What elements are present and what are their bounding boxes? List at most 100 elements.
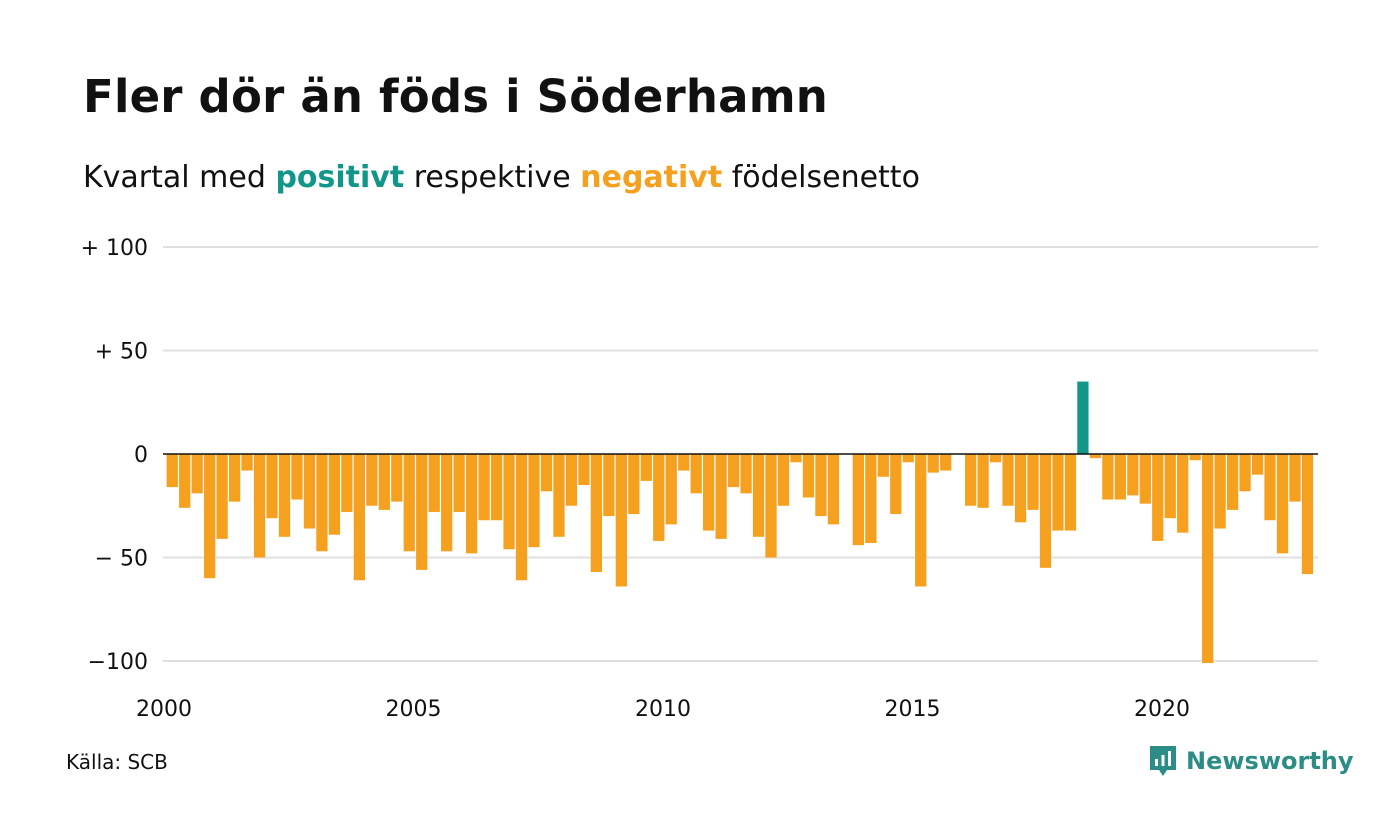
bar-negative (316, 454, 328, 552)
bar-negative (603, 454, 615, 517)
bar-negative (678, 454, 690, 471)
bar-negative (715, 454, 727, 539)
bar-negative (1214, 454, 1226, 529)
x-tick-label: 2010 (635, 697, 691, 722)
bar-negative (790, 454, 802, 463)
bar-negative (777, 454, 790, 506)
bar-negative (204, 454, 216, 579)
source-note: Källa: SCB (66, 750, 168, 774)
bar-negative (216, 454, 228, 539)
bar-negative (1039, 454, 1052, 568)
bar-negative (466, 454, 478, 554)
bar-negative (665, 454, 677, 525)
bar-negative (1264, 454, 1276, 521)
bar-negative (989, 454, 1002, 463)
bar-negative (915, 454, 927, 587)
subtitle-prefix: Kvartal med (83, 160, 266, 195)
bar-negative (228, 454, 241, 502)
y-tick-label: + 50 (95, 340, 148, 365)
bar-negative (565, 454, 578, 506)
bar-negative (515, 454, 528, 581)
bar-negative (940, 454, 952, 471)
bar-negative (1152, 454, 1164, 541)
bar-negative (441, 454, 453, 552)
bar-negative (877, 454, 889, 477)
bar-negative (353, 454, 365, 581)
x-tick-label: 2005 (386, 697, 442, 722)
bar-negative (703, 454, 715, 531)
bar-negative (865, 454, 877, 544)
bar-negative (478, 454, 490, 521)
bar-negative (490, 454, 503, 521)
bar-negative (977, 454, 989, 508)
bar-negative (378, 454, 390, 510)
bar-negative (727, 454, 740, 488)
bar-negative (1301, 454, 1314, 575)
bar-negative (827, 454, 840, 525)
chart-title: Fler dör än föds i Söderhamn (83, 70, 829, 123)
bar-negative (1014, 454, 1027, 523)
newsworthy-logo-icon (1150, 746, 1176, 776)
bar-negative (765, 454, 777, 558)
subtitle-suffix: födelsenetto (731, 160, 920, 195)
bar-negative (303, 454, 316, 529)
bar-negative (1251, 454, 1264, 475)
bar-negative (403, 454, 415, 552)
bar-negative (802, 454, 815, 498)
bar-negative (1226, 454, 1239, 510)
bars (166, 381, 1314, 664)
y-tick-label: −100 (88, 650, 148, 675)
bar-negative (852, 454, 864, 546)
bar-negative (366, 454, 378, 506)
bar-negative (253, 454, 266, 558)
bar-negative (1127, 454, 1139, 496)
x-axis-ticks: 2000 2005 2010 2015 2020 (136, 697, 1190, 722)
y-axis-ticks: + 100 + 50 0 − 50 −100 (81, 236, 1318, 675)
bar-negative (1114, 454, 1126, 500)
bar-negative (1189, 454, 1201, 461)
bar-negative (740, 454, 752, 494)
bar-negative (578, 454, 590, 486)
bar-negative (640, 454, 652, 481)
bar-negative (453, 454, 465, 512)
bar-negative (241, 454, 253, 471)
bar-negative (1239, 454, 1251, 492)
subtitle-middle: respektive (413, 160, 571, 195)
bar-negative (503, 454, 515, 550)
bar-negative (191, 454, 203, 494)
bar-negative (391, 454, 403, 502)
bar-negative (628, 454, 640, 515)
bar-negative (341, 454, 353, 512)
bar-negative (416, 454, 428, 570)
bar-negative (540, 454, 553, 492)
bar-negative (1052, 454, 1064, 531)
bar-negative (291, 454, 303, 500)
bar-negative (1139, 454, 1151, 504)
bar-negative (266, 454, 278, 519)
bar-negative (653, 454, 665, 541)
bar-positive (1077, 381, 1089, 454)
bar-negative (1002, 454, 1014, 506)
bar-negative (1289, 454, 1301, 502)
bar-negative (1102, 454, 1114, 500)
bar-negative (1164, 454, 1176, 519)
bar-negative (890, 454, 902, 515)
bar-negative (166, 454, 178, 488)
bar-negative (1064, 454, 1077, 531)
chart-subtitle: Kvartal med positivt respektive negativt… (83, 160, 920, 195)
bar-negative (965, 454, 977, 506)
bar-negative (1089, 454, 1102, 459)
subtitle-negative-keyword: negativt (580, 160, 723, 195)
x-tick-label: 2020 (1134, 697, 1190, 722)
newsworthy-logo-text: Newsworthy (1186, 747, 1354, 775)
bar-negative (815, 454, 827, 517)
bar-negative (328, 454, 341, 535)
bar-negative (528, 454, 540, 548)
x-tick-label: 2000 (136, 697, 192, 722)
x-tick-label: 2015 (885, 697, 941, 722)
bar-negative (615, 454, 627, 587)
newsworthy-logo: Newsworthy (1148, 744, 1354, 778)
subtitle-positive-keyword: positivt (275, 160, 405, 195)
bar-negative (1202, 454, 1214, 664)
